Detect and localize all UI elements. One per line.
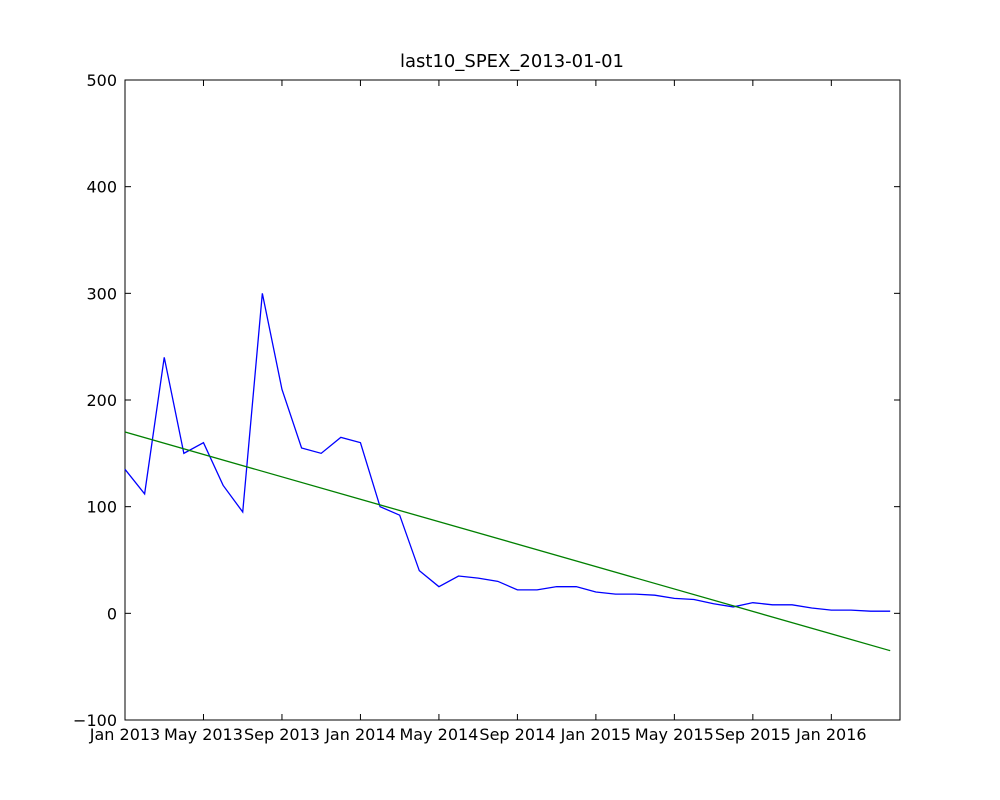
line-series (124, 293, 891, 612)
x-tick-label: Jan 2013 (89, 725, 160, 744)
x-tick-label: May 2015 (635, 725, 714, 744)
y-tick-label: −100 (73, 711, 117, 730)
x-tick-label: Sep 2014 (479, 725, 555, 744)
x-tick-label: Sep 2013 (244, 725, 320, 744)
x-tick-label: Jan 2015 (560, 725, 631, 744)
y-tick-label: 500 (86, 71, 117, 90)
y-tick-label: 400 (86, 178, 117, 197)
y-tick-label: 300 (86, 284, 117, 303)
line-series (124, 431, 891, 652)
x-tick-label: May 2013 (164, 725, 243, 744)
plot-frame (124, 79, 901, 721)
x-tick-label: Jan 2016 (795, 725, 866, 744)
y-tick-label: 100 (86, 498, 117, 517)
x-tick-label: Jan 2014 (324, 725, 395, 744)
x-tick-label: Sep 2015 (715, 725, 791, 744)
chart-title: last10_SPEX_2013-01-01 (400, 51, 624, 72)
y-tick-label: 200 (86, 391, 117, 410)
y-tick-label: 0 (107, 604, 117, 623)
x-tick-label: May 2014 (399, 725, 478, 744)
